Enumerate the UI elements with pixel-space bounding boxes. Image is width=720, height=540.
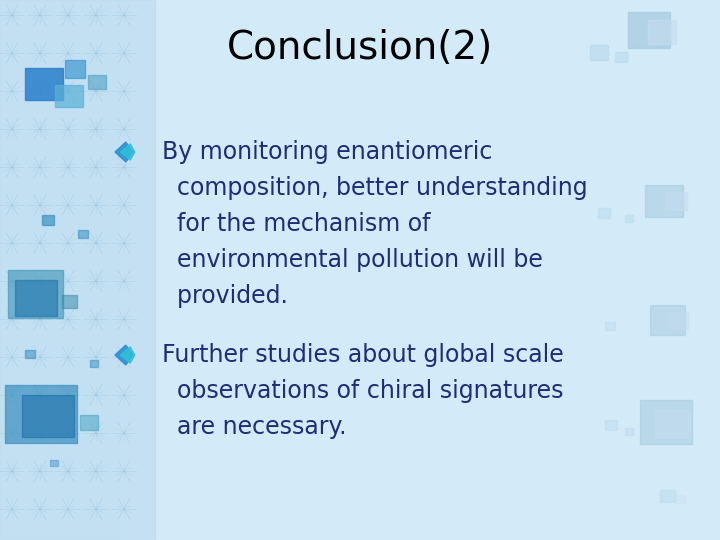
Text: are necessary.: are necessary. [162,415,346,439]
Bar [640,400,692,444]
Polygon shape [115,345,133,365]
Bar [22,395,74,437]
Bar [50,460,58,466]
Bar [645,185,683,217]
Bar [655,410,690,438]
Bar [55,85,83,107]
Text: observations of chiral signatures: observations of chiral signatures [162,379,564,403]
Bar [0,0,155,540]
Bar [25,350,35,358]
Bar [90,360,98,367]
Text: Conclusion(2): Conclusion(2) [227,29,493,67]
Bar [15,280,57,316]
Bar [625,428,633,435]
Bar [25,68,63,100]
Text: provided.: provided. [162,284,288,308]
Bar [648,20,676,44]
Bar [62,295,77,308]
Polygon shape [120,347,135,363]
Bar [628,12,670,48]
Bar [668,312,688,329]
Polygon shape [120,144,135,160]
Bar [605,420,617,430]
Bar [120,0,720,540]
Text: By monitoring enantiomeric: By monitoring enantiomeric [162,140,492,164]
Text: environmental pollution will be: environmental pollution will be [162,248,543,272]
Bar [625,215,633,222]
Bar [650,305,685,335]
Bar [665,192,687,210]
Bar [80,415,98,430]
Bar [605,322,615,330]
Bar [598,208,610,218]
Bar [42,215,54,225]
Text: Further studies about global scale: Further studies about global scale [162,343,564,367]
Bar [5,385,77,443]
Bar [590,45,608,60]
Bar [65,60,85,78]
Polygon shape [115,142,133,162]
Bar [88,75,106,89]
Bar [78,230,88,238]
Text: for the mechanism of: for the mechanism of [162,212,431,236]
Bar [675,495,685,503]
Bar [8,270,63,318]
Text: composition, better understanding: composition, better understanding [162,176,588,200]
Bar [660,490,675,502]
Bar [615,52,627,62]
